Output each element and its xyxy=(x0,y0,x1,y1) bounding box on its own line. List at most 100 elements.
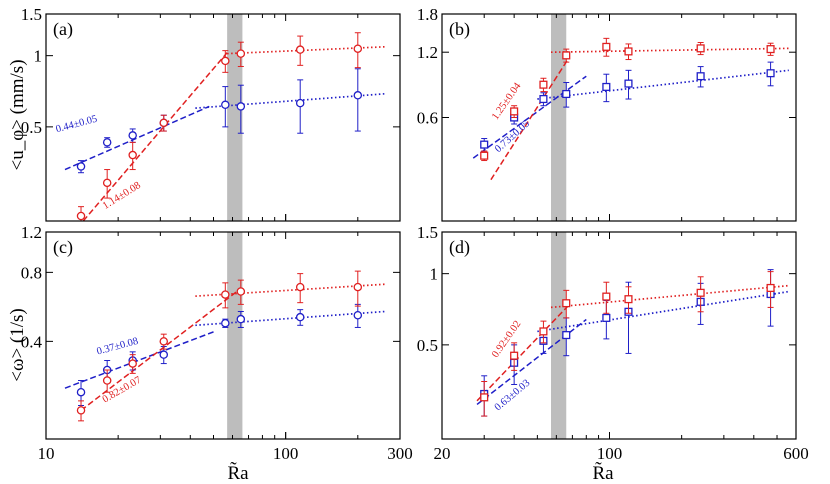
data-point-red xyxy=(76,406,86,415)
y-axis-label-bottom: <ω> (1/s) xyxy=(7,308,28,382)
data-point-red xyxy=(295,45,305,54)
y-tick-label: 0.5 xyxy=(417,336,438,355)
plot-area xyxy=(476,232,789,439)
slope-annotation: 0.63±0.03 xyxy=(493,378,533,414)
transition-band xyxy=(551,232,567,439)
data-point-blue xyxy=(76,387,86,397)
data-point-blue xyxy=(562,331,571,340)
y-tick-label: 1.8 xyxy=(417,5,438,24)
fit-line-red-dashed xyxy=(490,56,571,181)
data-point-blue xyxy=(480,140,489,149)
data-point-red xyxy=(295,282,305,292)
data-point-red xyxy=(159,337,169,346)
fit-line-blue-dotted xyxy=(537,69,789,100)
data-point-red xyxy=(128,150,137,160)
data-point-red xyxy=(766,283,775,293)
data-point-blue xyxy=(602,82,611,91)
data-point-blue xyxy=(236,314,246,324)
transition-band xyxy=(227,14,243,221)
data-point-red xyxy=(102,376,112,385)
fit-line-blue-dashed xyxy=(476,318,587,406)
data-point-red xyxy=(480,151,489,160)
plot-area xyxy=(64,232,386,439)
data-point-red xyxy=(696,288,705,297)
x-axis-label-right: R̃a xyxy=(592,461,614,484)
panel-a: 0.44±0.051.14±0.080.511.5(a) xyxy=(21,5,401,222)
fit-line-blue-dotted xyxy=(537,290,789,333)
data-point-red xyxy=(128,359,137,368)
fit-line-red-dashed xyxy=(82,52,228,221)
data-point-red xyxy=(562,299,571,308)
data-point-red xyxy=(624,47,633,56)
fit-line-red-dotted xyxy=(550,47,789,54)
data-point-blue xyxy=(624,79,633,88)
data-point-red xyxy=(221,290,230,299)
data-point-red xyxy=(602,42,611,51)
y-tick-label: 1 xyxy=(34,47,43,66)
data-point-red xyxy=(76,211,86,221)
data-point-blue xyxy=(295,312,305,322)
y-tick-label: 1 xyxy=(430,265,439,284)
panel-frame xyxy=(441,231,797,440)
fit-line-red-dashed xyxy=(476,304,570,402)
y-tick-label: 1.2 xyxy=(21,223,42,242)
fit-line-red-dotted xyxy=(550,284,789,309)
y-tick-label: 1.5 xyxy=(21,5,42,24)
slope-annotation: 0.92±0.02 xyxy=(490,319,523,360)
data-point-blue xyxy=(539,94,548,104)
data-point-red xyxy=(480,393,489,402)
y-tick-label: 0.4 xyxy=(21,332,43,351)
data-point-blue xyxy=(766,69,775,78)
data-point-red xyxy=(236,49,246,58)
data-point-red xyxy=(696,44,705,53)
data-point-blue xyxy=(602,313,611,322)
data-point-red xyxy=(624,295,633,304)
x-tick-label: 300 xyxy=(387,444,413,463)
data-point-blue xyxy=(76,162,86,171)
y-axis-label-top: <u_φ> (mm/s) xyxy=(7,59,28,170)
data-point-blue xyxy=(128,131,137,140)
data-point-red xyxy=(539,327,548,336)
x-tick-label: 100 xyxy=(273,444,299,463)
data-point-red xyxy=(510,107,519,116)
x-tick-label: 100 xyxy=(597,444,623,463)
data-point-red xyxy=(102,178,112,188)
panel-d: 0.92±0.02 0.63±0.03 20 100 600 0.5 1 1.5 (d) xyxy=(417,223,809,463)
fit-line-blue-dashed xyxy=(472,75,587,159)
y-tick-label: 0.6 xyxy=(417,109,438,128)
y-tick-label: 0.8 xyxy=(21,263,42,282)
data-point-blue xyxy=(159,350,169,359)
data-point-blue xyxy=(102,138,112,147)
x-tick-label: 10 xyxy=(38,444,55,463)
data-point-blue xyxy=(353,310,363,320)
x-axis-label-left: R̃a xyxy=(227,461,249,484)
data-point-blue xyxy=(295,98,305,108)
data-point-blue xyxy=(562,89,571,99)
data-point-red xyxy=(353,282,363,292)
data-point-blue xyxy=(696,72,705,81)
panel-label: (c) xyxy=(53,237,73,258)
panel-frame xyxy=(45,231,401,440)
data-point-red xyxy=(221,56,230,66)
x-tick-label: 20 xyxy=(434,444,451,463)
plot-area xyxy=(472,14,789,221)
slope-annotation: 0.44±0.05 xyxy=(55,114,99,136)
data-point-blue xyxy=(221,100,230,110)
y-tick-label: 0.5 xyxy=(21,118,42,137)
y-tick-label: 1.2 xyxy=(417,43,438,62)
data-point-red xyxy=(159,118,169,128)
y-tick-label: 1.5 xyxy=(417,223,438,242)
plot-area xyxy=(64,14,386,221)
data-point-red xyxy=(539,80,548,89)
panel-label: (a) xyxy=(53,19,73,40)
data-point-red xyxy=(602,292,611,301)
x-tick-label: 600 xyxy=(783,444,809,463)
data-point-red xyxy=(562,51,571,60)
transition-band xyxy=(227,232,243,439)
panel-frame xyxy=(45,13,401,222)
data-point-red xyxy=(236,287,246,296)
data-point-blue xyxy=(236,102,246,111)
slope-annotation: 1.25±0.04 xyxy=(490,80,524,122)
